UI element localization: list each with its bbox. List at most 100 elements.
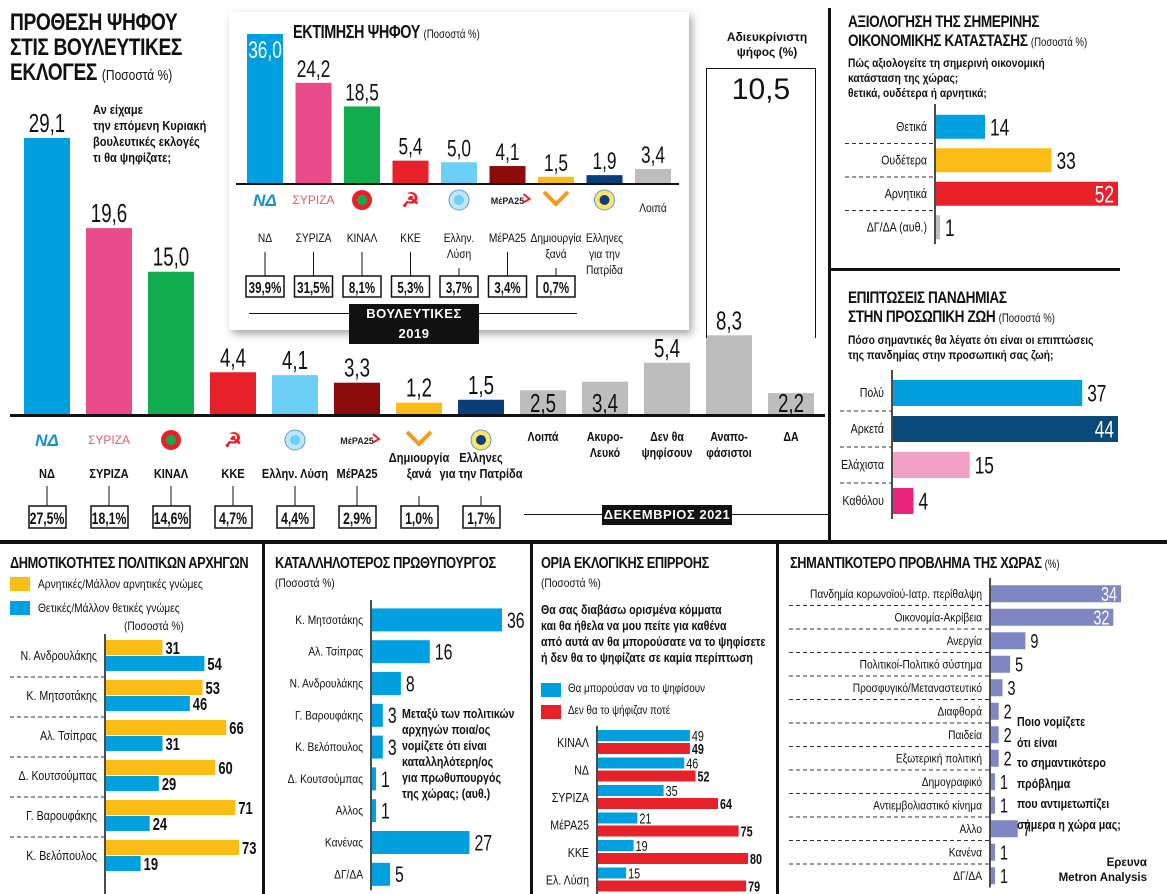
unit-label: (%) [1044, 557, 1060, 571]
bar-value-label: 1,9 [592, 148, 616, 174]
party-label: Ελ. Λύση [546, 874, 589, 888]
bar-value-label: 15 [975, 453, 994, 479]
bar-value-label: 1,2 [406, 373, 432, 403]
unit-label: (Ποσοστά %) [124, 619, 184, 633]
undecided-value: 10,5 [731, 73, 791, 106]
category-label: Καθόλου [842, 494, 884, 508]
party-label: ξανά [407, 466, 432, 481]
bar-value-label: 2 [1004, 700, 1012, 723]
category-label: Γ. Βαρουφάκης [295, 710, 364, 723]
elections-2019-box [400, 505, 439, 529]
bar-value-label: 46 [686, 755, 698, 772]
question-line: της πανδημίας στην προσωπική σας ζωή; [848, 348, 1054, 362]
elections-2019-value: 1,7% [467, 510, 495, 528]
elections-2019-value: 4,7% [219, 510, 247, 528]
bar-could-vote [598, 730, 690, 741]
bar-value-label: 5,4 [654, 333, 680, 363]
bar-never-vote [598, 770, 696, 782]
category-label: Διαφθορά [937, 706, 982, 719]
party-label: Λύση [447, 248, 471, 261]
bar-value-label: 54 [207, 655, 222, 675]
bar [372, 608, 502, 632]
bar-value-label: 49 [692, 740, 704, 757]
party-logo-icon [161, 430, 181, 450]
category-label: Αλλο [959, 823, 982, 836]
party-logo-icon: ☭ [402, 190, 420, 212]
title-line: ΑΞΙΟΛΟΓΗΣΗ ΤΗΣ ΣΗΜΕΡΙΝΗΣ [848, 12, 1040, 31]
separator [0, 540, 1167, 544]
bar-value-label: 1 [381, 768, 390, 792]
bar-value-label: 52 [698, 768, 710, 785]
bar-value-label: 79 [748, 878, 760, 894]
bar-value-label: 52 [1095, 182, 1114, 208]
bar-value-label: 3,4 [592, 388, 618, 418]
category-label: Αντιεμβολιαστικό κίνημα [873, 800, 982, 813]
category-label: ΔΓ/ΔΑ [334, 869, 363, 882]
pm-title: ΚΑΤΑΛΛΗΛΟΤΕΡΟΣ ΠΡΩΘΥΠΟΥΡΓΟΣ [275, 555, 496, 572]
bar-value-label: 34 [1101, 583, 1117, 606]
question-line: την επόμενη Κυριακή [93, 118, 207, 133]
title-text: ΕΚΤΙΜΗΣΗ ΨΗΦΟΥ [293, 22, 420, 42]
bar-value-label: 8,3 [716, 305, 742, 335]
category-label: Λοιπά [528, 430, 560, 444]
party-label: ΚΚΕ [400, 232, 420, 245]
bar [372, 640, 430, 664]
category-label: Αλ. Τσίπρας [308, 646, 363, 659]
leader-label: Δ. Κουτσούμπας [18, 769, 97, 783]
bar-positive [106, 816, 150, 831]
logo-center [599, 195, 610, 205]
party-label: ΜέΡΑ25 [550, 819, 589, 833]
bar [247, 34, 283, 183]
bar [936, 215, 940, 240]
elections-2019-box [342, 275, 382, 298]
question-line: πρόβλημα [1017, 776, 1071, 791]
pm-question: Μεταξύ των πολιτικών αρχηγών ποια/ος νομ… [402, 706, 514, 802]
mera25-logo-text: ΜέΡΑ25 [340, 436, 373, 446]
divider [249, 313, 349, 314]
party-label: ΝΔ [39, 466, 55, 481]
party-label: Ελληνες [459, 450, 502, 465]
elections-2019-value: 31,5% [297, 278, 330, 296]
bar-positive [106, 736, 163, 751]
bar-value-label: 46 [193, 695, 208, 715]
bar [635, 168, 671, 183]
bar-value-label: 8 [406, 673, 415, 697]
elections-2019-value: 2,9% [343, 510, 371, 528]
elections-2019-box [152, 505, 191, 529]
category-label: Προσφυγικό/Μεταναστευτικό [853, 682, 982, 695]
party-label: ΝΔ [574, 764, 589, 778]
legend-label-negative: Αρνητικές/Μάλλον αρνητικές γνώμες [38, 577, 203, 591]
question-line: ότι είναι [1017, 735, 1058, 750]
bar-negative [106, 800, 236, 815]
source-note: Ερευνα Metron Analysis [1042, 856, 1147, 886]
bar-could-vote [598, 785, 664, 796]
undecided-box: 10,5 [706, 68, 816, 338]
category-label: Κανένα [949, 847, 983, 860]
bar-value-label: 2 [1004, 724, 1012, 747]
bar-value-label: 31 [165, 735, 180, 755]
bar-value-label: 2,2 [778, 388, 804, 418]
title-line: ΠΡΟΘΕΣΗ ΨΗΦΟΥ [10, 9, 178, 36]
bar-value-label: 29,1 [29, 108, 65, 138]
logo-center [166, 435, 176, 445]
elections-2019-value: 8,1% [349, 278, 376, 296]
bar [489, 166, 526, 183]
bar [520, 390, 566, 414]
bar [991, 655, 1011, 673]
elections-2019-box [338, 505, 377, 529]
elections-2019-box [245, 275, 285, 298]
bar-value-label: 18,5 [345, 80, 379, 106]
syriza-logo-text: ΣΥΡΙΖΑ [88, 433, 130, 447]
bar-value-label: 36 [507, 609, 525, 633]
category-label: Ουδέτερα [881, 153, 927, 167]
bar [991, 773, 995, 791]
bar [936, 148, 1052, 173]
category-label: Κ. Μητσοτάκης [295, 614, 363, 627]
problem-chart: Πανδημία κορωνοϊού-Ιατρ. περίθαλψη 34 Οικο… [789, 578, 1121, 888]
source-line: Metron Analysis [1058, 872, 1147, 884]
separator [776, 544, 779, 894]
hammer-sickle-icon: ☭ [402, 190, 420, 212]
bar-value-label: 5 [1015, 653, 1023, 676]
bar-value-label: 2,5 [530, 388, 556, 418]
bar-value-label: 37 [1087, 381, 1106, 407]
